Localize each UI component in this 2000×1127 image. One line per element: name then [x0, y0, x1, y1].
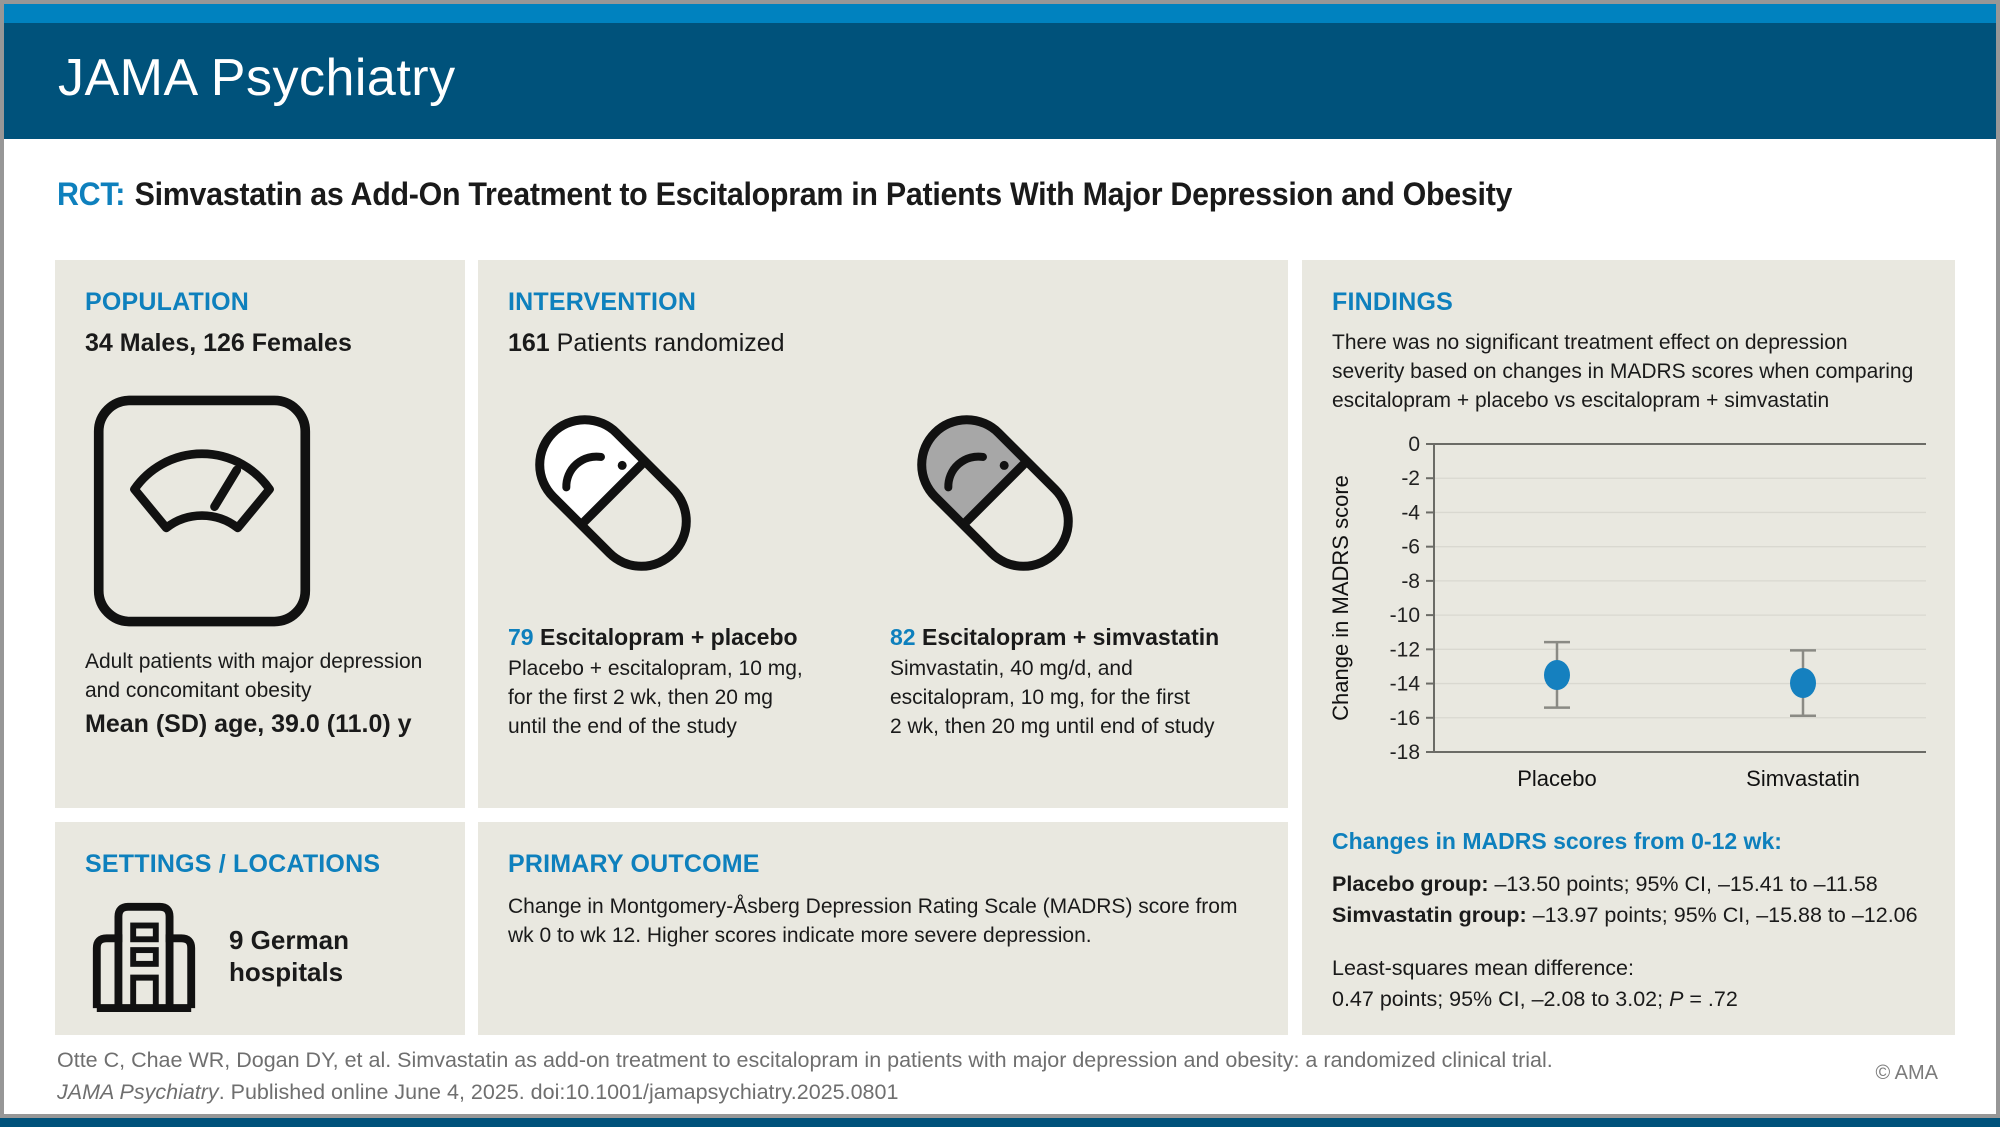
- svg-text:Simvastatin: Simvastatin: [1746, 766, 1860, 791]
- changes-heading: Changes in MADRS scores from 0-12 wk:: [1332, 827, 1782, 854]
- citation-line1: Otte C, Chae WR, Dogan DY, et al. Simvas…: [57, 1048, 1553, 1072]
- svg-text:-12: -12: [1390, 638, 1420, 661]
- findings-heading: FINDINGS: [1332, 288, 1454, 316]
- population-sex-line: 34 Males, 126 Females: [85, 329, 352, 357]
- article-title: RCT: Simvastatin as Add-On Treatment to E…: [57, 176, 1512, 213]
- lsmd-line1: Least-squares mean difference:: [1332, 956, 1634, 981]
- placebo-result-value: –13.50 points; 95% CI, –15.41 to –11.58: [1488, 871, 1878, 896]
- group-simvastatin-count: 82: [890, 624, 916, 650]
- lsmd-line2-post: = .72: [1683, 987, 1738, 1012]
- citation-journal-name: JAMA Psychiatry: [57, 1080, 219, 1105]
- settings-text: 9 German hospitals: [229, 924, 349, 988]
- citation: Otte C, Chae WR, Dogan DY, et al. Simvas…: [57, 1044, 1553, 1109]
- population-description: Adult patients with major depression and…: [85, 650, 423, 702]
- svg-text:-2: -2: [1401, 467, 1420, 490]
- placebo-result-label: Placebo group:: [1332, 871, 1489, 896]
- svg-text:-16: -16: [1390, 707, 1420, 730]
- lsmd-line2-pre: 0.47 points; 95% CI, –2.08 to 3.02;: [1332, 987, 1670, 1012]
- svg-text:-6: -6: [1401, 536, 1420, 559]
- citation-line2: JAMA Psychiatry. Published online June 4…: [57, 1076, 1553, 1108]
- primary-outcome-text: Change in Montgomery-Åsberg Depression R…: [508, 895, 1238, 947]
- lsmd-line2: 0.47 points; 95% CI, –2.08 to 3.02; P = …: [1332, 984, 1925, 1015]
- population-age-line: Mean (SD) age, 39.0 (11.0) y: [85, 709, 412, 738]
- simvastatin-result-value: –13.97 points; 95% CI, –15.88 to –12.06: [1526, 903, 1918, 928]
- capsule-gray-icon: [890, 388, 1258, 598]
- svg-text:-4: -4: [1401, 501, 1420, 524]
- primary-outcome-panel: PRIMARY OUTCOME Change in Montgomery-Åsb…: [478, 822, 1288, 1035]
- settings-heading: SETTINGS / LOCATIONS: [85, 850, 381, 878]
- randomized-count: 161: [508, 329, 550, 357]
- citation-line2-rest: . Published online June 4, 2025. doi:10.…: [218, 1080, 899, 1105]
- population-panel: POPULATION 34 Males, 126 Females Adult p…: [55, 260, 465, 808]
- madrs-change-chart: 0 -2 -4 -6 -8 -10 -12 -14 -16 -18 Change in MADRS …: [1328, 433, 1926, 791]
- capsule-white-icon: [508, 388, 868, 598]
- title-text: Simvastatin as Add-On Treatment to Escit…: [134, 176, 1513, 212]
- title-prefix: RCT:: [57, 176, 126, 212]
- svg-text:Change in MADRS score: Change in MADRS score: [1328, 475, 1353, 721]
- findings-panel: FINDINGS There was no significant treatm…: [1302, 260, 1955, 1035]
- group-placebo-name: Escitalopram + placebo: [533, 624, 798, 650]
- randomized-line: 161 Patients randomized: [508, 329, 1258, 358]
- svg-text:-18: -18: [1390, 741, 1420, 764]
- placebo-result-line: Placebo group: –13.50 points; 95% CI, –1…: [1332, 869, 1925, 900]
- randomized-label: Patients randomized: [549, 329, 785, 357]
- journal-title: JAMA Psychiatry: [58, 49, 456, 107]
- group-simvastatin-name: Escitalopram + simvastatin: [915, 624, 1220, 650]
- group-placebo-description: Placebo + escitalopram, 10 mg, for the f…: [508, 657, 803, 738]
- group-simvastatin-column: 82 Escitalopram + simvastatin Simvastati…: [890, 388, 1258, 742]
- intervention-panel: INTERVENTION 161 Patients randomized: [478, 260, 1288, 808]
- svg-text:-8: -8: [1401, 570, 1420, 593]
- svg-text:0: 0: [1408, 433, 1420, 456]
- group-placebo-count: 79: [508, 624, 534, 650]
- settings-panel: SETTINGS / LOCATIONS 9 German hospitals: [55, 822, 465, 1035]
- header-band: [4, 23, 1996, 139]
- svg-text:-14: -14: [1390, 672, 1421, 695]
- intervention-heading: INTERVENTION: [508, 288, 697, 316]
- group-simvastatin-description: Simvastatin, 40 mg/d, and escitalopram, …: [890, 657, 1215, 738]
- findings-summary: There was no significant treatment effec…: [1332, 331, 1914, 412]
- svg-text:-10: -10: [1390, 604, 1420, 627]
- simvastatin-result-label: Simvastatin group:: [1332, 903, 1527, 928]
- group-placebo-title: 79 Escitalopram + placebo: [508, 624, 868, 651]
- group-simvastatin-title: 82 Escitalopram + simvastatin: [890, 624, 1258, 651]
- footer-accent-strip: [0, 1118, 2000, 1127]
- primary-outcome-heading: PRIMARY OUTCOME: [508, 850, 760, 878]
- group-placebo-column: 79 Escitalopram + placebo Placebo + esci…: [508, 388, 868, 742]
- population-heading: POPULATION: [85, 288, 250, 316]
- weight-scale-icon: [91, 392, 435, 630]
- simvastatin-result-line: Simvastatin group: –13.97 points; 95% CI…: [1332, 900, 1925, 931]
- header-accent-strip: [4, 4, 1996, 23]
- svg-text:Placebo: Placebo: [1517, 766, 1597, 791]
- copyright-label: © AMA: [1875, 1062, 1938, 1084]
- lsmd-p-symbol: P: [1669, 987, 1684, 1012]
- hospital-icon: [85, 897, 203, 1015]
